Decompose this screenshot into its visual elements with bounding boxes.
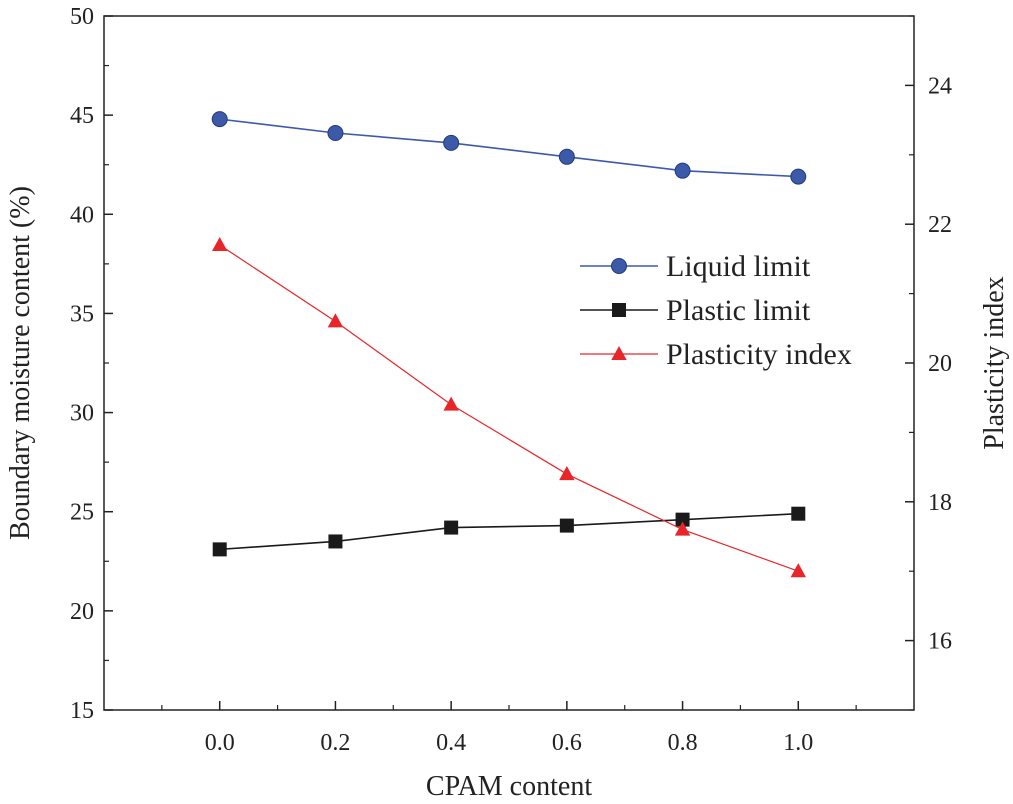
legend-label: Liquid limit bbox=[666, 250, 811, 283]
x-tick-label: 0.6 bbox=[552, 730, 582, 756]
series-line bbox=[219, 118, 799, 178]
x-tick-label: 1.0 bbox=[783, 730, 813, 756]
y-right-tick-label: 24 bbox=[928, 73, 952, 99]
x-axis-title: CPAM content bbox=[426, 771, 592, 802]
data-point bbox=[212, 542, 227, 557]
right-axis-ticks: 16 18 20 22 24 bbox=[905, 15, 952, 711]
series-line bbox=[219, 244, 799, 572]
x-tick-label: 0.8 bbox=[668, 730, 698, 756]
y-axis-right-title: Plasticity index bbox=[979, 276, 1010, 449]
series-plasticity-index bbox=[212, 236, 806, 578]
legend-item: Liquid limit bbox=[580, 250, 811, 283]
legend: Liquid limit Plastic limit Plasticity inde… bbox=[580, 250, 852, 371]
data-point bbox=[211, 111, 228, 128]
legend-label: Plasticity index bbox=[666, 338, 852, 371]
data-point bbox=[327, 124, 344, 141]
data-point bbox=[558, 148, 575, 165]
x-tick-label: 0.0 bbox=[205, 730, 235, 756]
data-point bbox=[443, 134, 460, 151]
data-point bbox=[674, 162, 691, 179]
y-right-tick-label: 18 bbox=[928, 490, 952, 516]
data-point bbox=[559, 518, 574, 533]
data-point bbox=[674, 521, 691, 536]
y-tick-label: 45 bbox=[70, 103, 94, 129]
y-tick-label: 40 bbox=[70, 202, 94, 228]
series-layer bbox=[211, 111, 807, 578]
y-tick-label: 30 bbox=[70, 401, 94, 427]
data-point bbox=[559, 465, 575, 481]
data-point bbox=[791, 506, 806, 521]
y-tick-label: 20 bbox=[70, 599, 94, 625]
y-axis-title: Boundary moisture content (%) bbox=[5, 186, 36, 540]
y-tick-label: 15 bbox=[70, 698, 94, 724]
data-point bbox=[790, 563, 806, 578]
x-tick-label: 0.4 bbox=[436, 730, 466, 756]
legend-label: Plastic limit bbox=[666, 294, 811, 327]
y-right-tick-label: 20 bbox=[928, 351, 952, 377]
legend-item: Plastic limit bbox=[580, 294, 811, 327]
data-point bbox=[444, 520, 459, 535]
data-point bbox=[790, 168, 807, 185]
legend-item: Plasticity index bbox=[580, 338, 852, 371]
left-axis-ticks: 15 20 25 30 35 40 45 50 bbox=[70, 4, 113, 724]
data-point bbox=[328, 534, 343, 549]
series-plastic-limit bbox=[212, 506, 806, 557]
y-tick-label: 35 bbox=[70, 301, 94, 327]
legend-marker bbox=[612, 303, 626, 317]
legend-marker bbox=[611, 345, 627, 361]
y-right-tick-label: 22 bbox=[928, 212, 952, 238]
data-point bbox=[327, 313, 344, 328]
data-point bbox=[443, 396, 459, 411]
data-point bbox=[675, 512, 690, 527]
y-tick-label: 50 bbox=[70, 4, 94, 30]
data-point bbox=[212, 236, 228, 252]
legend-marker bbox=[611, 258, 627, 274]
series-liquid-limit bbox=[211, 111, 807, 185]
y-right-tick-label: 16 bbox=[928, 629, 952, 655]
x-axis-ticks: 0.0 0.2 0.4 0.6 0.8 1.0 bbox=[161, 701, 857, 756]
y-tick-label: 25 bbox=[70, 500, 94, 526]
x-tick-label: 0.2 bbox=[320, 730, 350, 756]
series-line bbox=[219, 512, 799, 551]
